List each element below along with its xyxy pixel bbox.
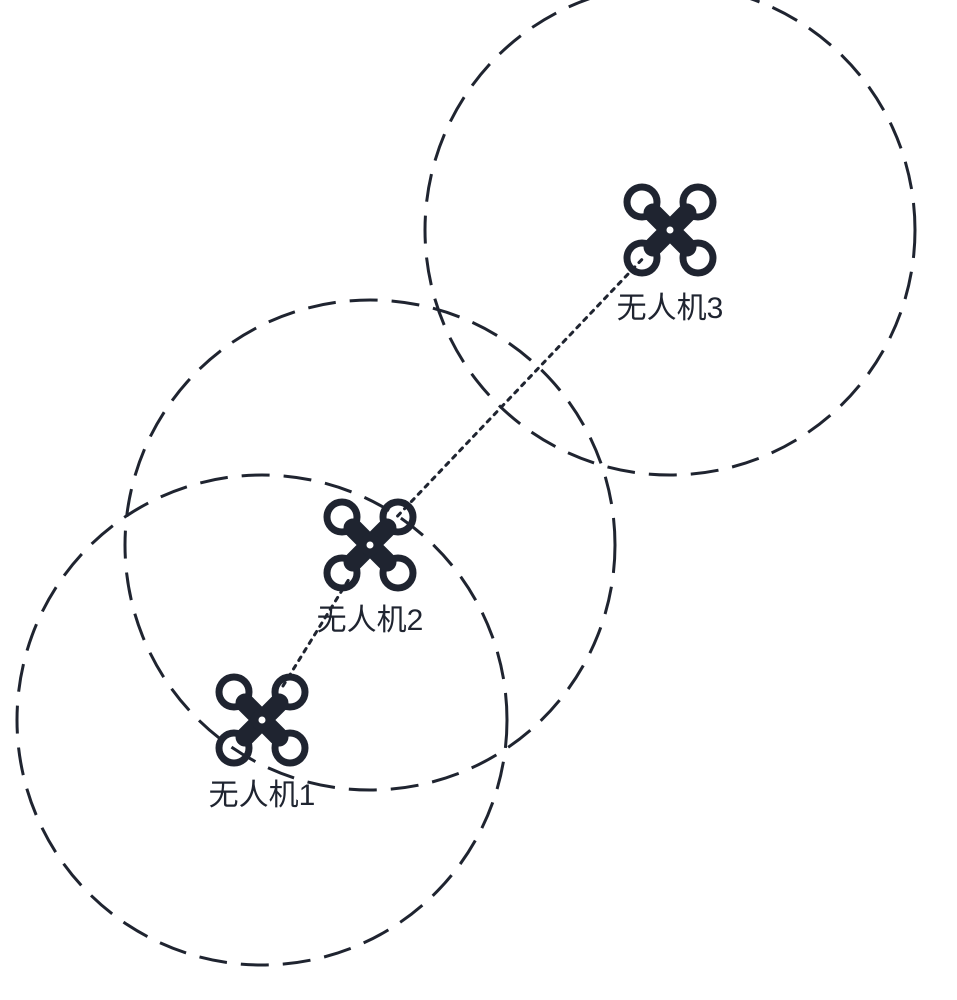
drone1-icon: [219, 677, 305, 763]
drone-network-diagram: 无人机1 无人机2 无人机3: [0, 0, 957, 1000]
drones-layer: [219, 187, 713, 763]
drone2-label: 无人机2: [317, 604, 424, 637]
drone3-label: 无人机3: [617, 292, 724, 325]
drone1-label: 无人机1: [209, 779, 316, 812]
range-circles-layer: [17, 0, 915, 965]
